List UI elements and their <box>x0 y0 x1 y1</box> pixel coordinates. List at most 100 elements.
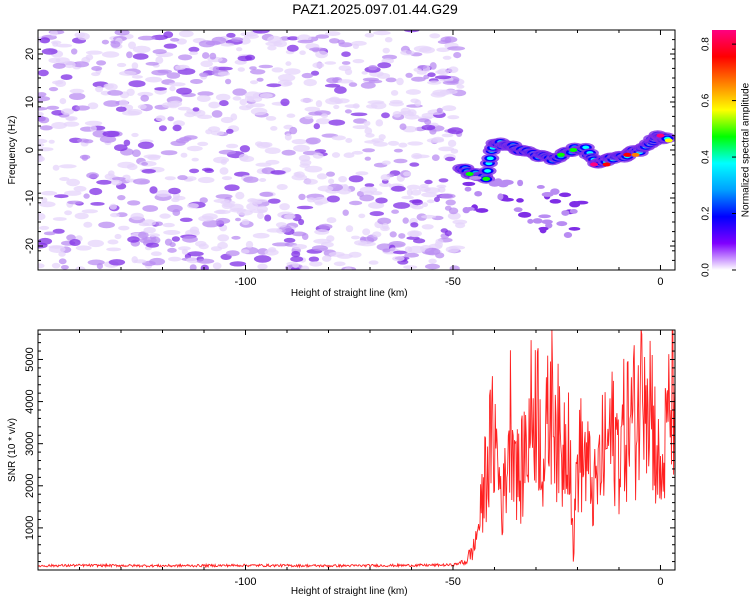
signal-cell <box>569 209 578 214</box>
figure-title: PAZ1.2025.097.01.44.G29 <box>292 1 458 17</box>
colorbar-tick-label: 0.0 <box>701 263 712 277</box>
noise-cell <box>400 50 415 56</box>
noise-cell <box>189 226 200 235</box>
noise-cell <box>393 202 410 209</box>
noise-cell <box>259 191 274 197</box>
noise-cell <box>155 190 172 198</box>
noise-cell <box>421 224 434 230</box>
noise-cell <box>253 255 272 263</box>
noise-cell <box>38 92 47 97</box>
noise-cell <box>224 184 240 191</box>
noise-cell <box>405 72 413 78</box>
noise-cell <box>428 258 437 264</box>
noise-cell <box>352 59 365 64</box>
noise-cell <box>200 60 213 68</box>
noise-cell <box>38 147 54 152</box>
signal-cell <box>568 226 581 231</box>
noise-cell <box>387 140 400 146</box>
noise-cell <box>55 43 73 48</box>
noise-cell <box>259 93 273 99</box>
noise-cell <box>425 263 440 270</box>
noise-cell <box>348 82 358 87</box>
noise-cell <box>226 143 239 149</box>
noise-cell <box>424 179 433 185</box>
noise-cell <box>384 37 393 43</box>
noise-cell <box>445 246 460 253</box>
x-tick-label: -100 <box>234 576 256 588</box>
noise-cell <box>48 245 65 249</box>
x-tick-label: -100 <box>234 276 256 288</box>
noise-cell <box>341 51 351 57</box>
noise-cell <box>257 211 264 220</box>
noise-cell <box>429 62 437 70</box>
noise-cell <box>351 150 364 155</box>
noise-cell <box>143 227 156 234</box>
noise-cell <box>162 222 175 228</box>
noise-cell <box>321 113 328 118</box>
noise-cell <box>38 69 49 77</box>
noise-cell <box>304 165 323 173</box>
noise-cell <box>155 115 166 122</box>
noise-cell <box>245 240 254 249</box>
noise-cell <box>315 34 330 39</box>
noise-cell <box>202 52 210 59</box>
noise-cell <box>312 152 324 159</box>
noise-cell <box>283 237 296 243</box>
noise-cell <box>412 154 430 159</box>
noise-cell <box>196 95 211 102</box>
noise-cell <box>226 32 236 38</box>
noise-cell <box>313 123 320 130</box>
noise-cell <box>73 185 87 192</box>
noise-cell <box>127 200 141 206</box>
noise-cell <box>116 62 127 68</box>
noise-cell <box>244 91 261 99</box>
noise-cell <box>239 145 250 153</box>
noise-cell <box>413 238 426 244</box>
noise-cell <box>444 205 452 211</box>
x-tick-label: 0 <box>657 576 663 588</box>
noise-cell <box>301 72 314 79</box>
noise-cell <box>158 125 167 132</box>
noise-cell <box>291 174 308 181</box>
noise-cell <box>372 231 382 238</box>
noise-cell <box>344 104 360 108</box>
noise-cell <box>286 44 299 52</box>
noise-cell <box>110 212 120 218</box>
noise-cell <box>382 47 390 54</box>
noise-cell <box>52 217 67 221</box>
signal-cell <box>561 210 570 216</box>
noise-cell <box>41 197 48 203</box>
noise-cell <box>149 186 158 194</box>
noise-cell <box>99 135 117 143</box>
noise-cell <box>280 98 290 107</box>
noise-cell <box>39 125 53 131</box>
y-tick-label: -20 <box>24 238 36 254</box>
noise-cell <box>225 78 232 85</box>
noise-cell <box>390 90 399 96</box>
noise-cell <box>380 174 391 181</box>
noise-cell <box>167 116 175 122</box>
noise-cell <box>172 124 182 132</box>
noise-cell <box>169 242 176 248</box>
noise-cell <box>218 149 237 155</box>
noise-cell <box>276 184 288 190</box>
noise-cell <box>81 209 99 214</box>
noise-cell <box>237 67 245 72</box>
noise-cell <box>314 229 330 235</box>
noise-cell <box>215 217 231 224</box>
signal-cell <box>517 179 524 187</box>
noise-cell <box>87 259 105 266</box>
noise-cell <box>83 193 90 199</box>
noise-cell <box>48 139 55 144</box>
noise-cell <box>55 57 70 64</box>
signal-cell <box>539 227 547 234</box>
noise-cell <box>391 209 399 214</box>
noise-cell <box>178 30 194 38</box>
noise-cell <box>231 37 244 42</box>
noise-cell <box>368 79 383 84</box>
noise-cell <box>369 211 384 217</box>
signal-cell <box>475 208 489 213</box>
noise-cell <box>275 222 287 228</box>
noise-cell <box>51 262 61 269</box>
noise-cell <box>429 33 441 39</box>
